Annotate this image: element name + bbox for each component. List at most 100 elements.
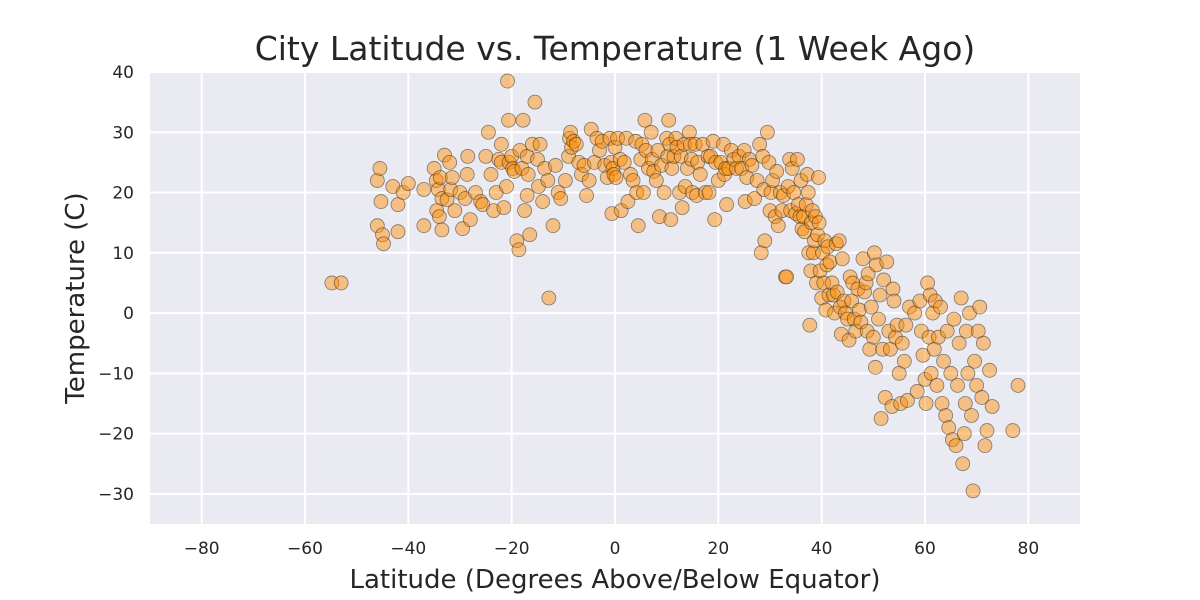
data-point <box>939 323 955 339</box>
data-point <box>866 245 882 261</box>
x-tick-label: −40 <box>390 539 426 559</box>
data-point <box>610 130 625 146</box>
data-point <box>894 335 910 351</box>
data-point <box>838 305 853 321</box>
data-point <box>685 185 700 200</box>
y-tick-label: −10 <box>98 364 134 384</box>
data-point <box>638 142 654 158</box>
data-point <box>689 188 705 203</box>
data-point <box>515 112 531 128</box>
data-point <box>977 438 993 454</box>
data-point <box>660 148 676 164</box>
data-point <box>922 287 938 303</box>
data-point <box>936 353 951 369</box>
data-point <box>871 311 886 327</box>
data-point <box>501 112 516 128</box>
data-point <box>982 362 997 378</box>
data-point <box>872 287 888 303</box>
data-point <box>504 148 520 164</box>
data-point <box>442 154 458 170</box>
data-point <box>592 142 607 158</box>
data-point <box>447 203 463 219</box>
chart-title: City Latitude vs. Temperature (1 Week Ag… <box>255 29 976 68</box>
data-point <box>400 176 416 191</box>
data-point <box>802 317 818 333</box>
data-point <box>721 161 737 176</box>
data-point <box>972 299 988 315</box>
data-point <box>568 136 584 152</box>
data-point <box>958 323 974 339</box>
data-point <box>865 329 881 345</box>
data-point <box>756 182 772 197</box>
data-point <box>579 188 594 203</box>
data-point <box>884 399 900 414</box>
data-point <box>753 245 769 261</box>
data-point <box>506 164 522 179</box>
data-point <box>716 136 731 152</box>
data-point <box>770 218 786 234</box>
data-point <box>563 124 578 140</box>
data-point <box>769 164 785 179</box>
data-point <box>662 136 678 152</box>
data-point <box>623 167 638 182</box>
data-point <box>938 408 954 423</box>
data-point <box>428 173 444 188</box>
data-point <box>853 314 869 330</box>
data-point <box>369 218 385 234</box>
data-point <box>943 365 959 381</box>
data-point <box>395 185 411 200</box>
data-point <box>644 151 660 167</box>
data-point <box>913 323 929 339</box>
x-tick-label: 60 <box>914 539 936 559</box>
data-point <box>459 167 475 182</box>
data-point <box>648 173 664 188</box>
data-point <box>779 269 794 285</box>
data-point <box>594 133 610 149</box>
data-point <box>692 167 708 182</box>
data-point <box>873 411 889 426</box>
data-point <box>851 302 867 318</box>
data-point <box>885 281 901 297</box>
data-point <box>683 136 698 152</box>
data-point <box>603 154 619 170</box>
data-point <box>824 275 840 291</box>
data-points <box>324 73 1026 499</box>
data-point <box>915 347 931 363</box>
data-point <box>818 302 834 318</box>
data-point <box>663 212 679 228</box>
data-point <box>834 251 850 267</box>
data-point <box>496 200 512 216</box>
data-point <box>652 209 667 225</box>
data-point <box>951 335 967 351</box>
data-point <box>478 148 494 164</box>
y-tick-label: 40 <box>112 63 134 83</box>
data-point <box>859 323 875 339</box>
x-tick-label: 20 <box>708 539 730 559</box>
data-point <box>789 151 805 167</box>
data-point <box>925 305 941 321</box>
data-point <box>948 438 964 454</box>
data-point <box>545 218 561 234</box>
data-point <box>886 293 902 309</box>
data-point <box>960 365 976 381</box>
data-point <box>553 191 569 206</box>
data-point <box>755 148 771 164</box>
data-point <box>909 384 925 399</box>
data-point <box>637 112 653 128</box>
data-point <box>862 341 878 357</box>
x-tick-label: 40 <box>811 539 833 559</box>
data-point <box>437 147 452 163</box>
data-point <box>527 94 543 110</box>
data-point <box>956 426 972 442</box>
data-point <box>520 167 536 182</box>
data-point <box>517 203 532 219</box>
data-point <box>636 185 651 200</box>
data-point <box>729 161 744 176</box>
data-point <box>630 218 646 234</box>
data-point <box>509 233 525 249</box>
x-tick-label: −80 <box>184 539 220 559</box>
data-point <box>333 275 349 291</box>
data-point <box>876 272 892 288</box>
data-point <box>811 170 826 185</box>
data-point <box>821 287 837 303</box>
